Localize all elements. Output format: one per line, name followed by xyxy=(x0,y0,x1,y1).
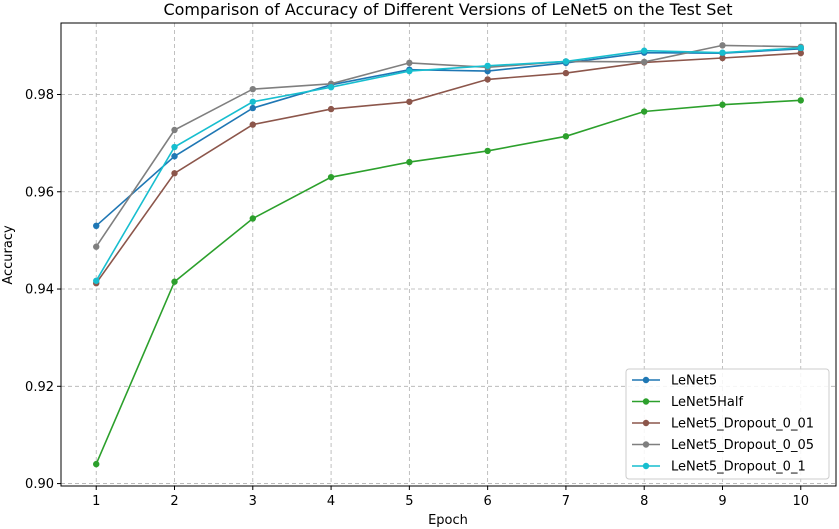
y-tick-label: 0.98 xyxy=(25,88,54,103)
series-lenet5-dropout-0-05 xyxy=(93,42,804,250)
legend-item: LeNet5Half xyxy=(632,395,743,410)
data-point xyxy=(719,101,726,108)
series-line xyxy=(95,47,801,282)
legend-label: LeNet5_Dropout_0_05 xyxy=(671,438,814,453)
legend-item: LeNet5_Dropout_0_01 xyxy=(632,417,814,432)
data-point xyxy=(327,173,335,181)
y-axis-ticks: 0.90 0.92 0.94 0.96 0.98 xyxy=(25,88,61,492)
data-point xyxy=(93,243,100,250)
data-point xyxy=(406,158,413,166)
y-tick-label: 0.94 xyxy=(25,283,54,298)
data-point xyxy=(562,69,570,77)
plot-frame xyxy=(60,22,837,487)
data-point xyxy=(171,278,178,285)
data-point xyxy=(484,76,491,83)
legend-label: LeNet5Half xyxy=(671,395,743,410)
data-point xyxy=(797,49,804,57)
series-line xyxy=(95,48,801,227)
x-axis-ticks: 1 2 3 4 5 6 7 8 9 10 xyxy=(92,486,809,509)
x-tick-label: 9 xyxy=(718,494,726,509)
data-point xyxy=(562,58,570,65)
data-point xyxy=(484,147,491,155)
data-point xyxy=(406,67,413,75)
data-point xyxy=(562,133,570,140)
legend-swatch-marker xyxy=(642,376,650,384)
series-line xyxy=(95,44,801,248)
data-point xyxy=(797,97,804,104)
x-tick-label: 2 xyxy=(170,494,178,509)
series-lenet5-dropout-0-1 xyxy=(93,44,804,284)
data-point xyxy=(327,105,335,113)
legend-item: LeNet5 xyxy=(632,374,717,389)
data-point xyxy=(484,62,491,69)
data-point xyxy=(93,460,100,468)
y-tick-label: 0.96 xyxy=(25,185,54,200)
data-point xyxy=(641,108,648,115)
legend-swatch-marker xyxy=(642,419,650,427)
x-tick-label: 3 xyxy=(249,494,257,509)
data-point xyxy=(327,83,335,91)
data-point xyxy=(641,58,648,66)
x-tick-label: 5 xyxy=(405,494,413,509)
legend-item: LeNet5_Dropout_0_05 xyxy=(632,438,814,453)
x-tick-label: 1 xyxy=(92,494,100,509)
data-point xyxy=(249,85,256,93)
data-point xyxy=(249,98,256,105)
legend-swatch-marker xyxy=(642,462,650,470)
series-lenet5half xyxy=(93,97,804,468)
data-point xyxy=(171,143,178,151)
x-tick-label: 8 xyxy=(640,494,648,509)
data-point xyxy=(93,222,100,230)
chart-title: Comparison of Accuracy of Different Vers… xyxy=(163,0,732,19)
data-point xyxy=(93,277,100,284)
x-tick-label: 6 xyxy=(484,494,492,509)
data-point xyxy=(171,153,178,160)
x-axis-label: Epoch xyxy=(428,513,468,528)
data-point xyxy=(406,98,413,105)
data-point xyxy=(249,215,256,222)
x-tick-label: 10 xyxy=(792,494,809,509)
data-point xyxy=(406,59,413,67)
legend-swatch-marker xyxy=(642,398,650,405)
legend-item: LeNet5_Dropout_0_1 xyxy=(632,460,806,475)
series-line xyxy=(95,99,801,465)
data-point xyxy=(249,104,256,112)
plot-series xyxy=(93,42,804,468)
y-axis-label: Accuracy xyxy=(1,225,16,285)
y-tick-label: 0.92 xyxy=(25,380,54,395)
data-point xyxy=(641,47,648,54)
x-tick-label: 7 xyxy=(562,494,570,509)
legend: LeNet5 LeNet5Half LeNet5_Dropout_0_01 LeNet… xyxy=(625,368,830,480)
x-tick-label: 4 xyxy=(327,494,335,509)
data-point xyxy=(719,49,726,56)
legend-swatch-marker xyxy=(642,441,650,448)
y-tick-label: 0.90 xyxy=(25,477,54,492)
legend-label: LeNet5 xyxy=(671,374,717,389)
legend-label: LeNet5_Dropout_0_01 xyxy=(671,417,814,432)
series-lenet5-dropout-0-01 xyxy=(93,49,804,287)
series-line xyxy=(95,52,801,284)
data-point xyxy=(719,54,726,62)
grid xyxy=(61,23,836,486)
series-lenet5 xyxy=(93,45,804,230)
data-point xyxy=(797,44,804,52)
data-point xyxy=(249,121,256,128)
legend-box xyxy=(625,368,830,480)
data-point xyxy=(719,42,726,49)
legend-label: LeNet5_Dropout_0_1 xyxy=(671,460,806,475)
data-point xyxy=(171,170,178,177)
data-point xyxy=(171,126,178,134)
